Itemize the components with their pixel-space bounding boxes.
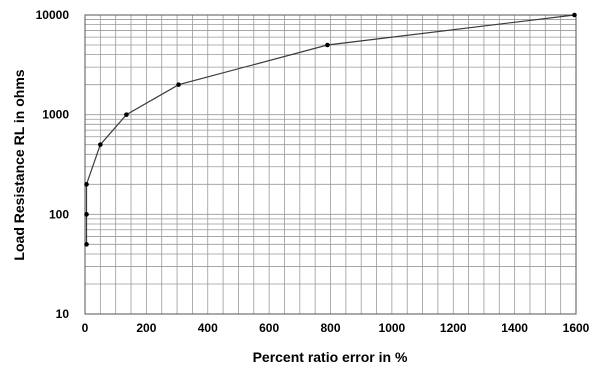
- x-tick-label: 800: [320, 321, 340, 335]
- x-tick-label: 200: [136, 321, 156, 335]
- grid: [84, 14, 577, 315]
- plot-frame: [84, 14, 577, 315]
- data-point: [572, 12, 577, 18]
- data-point: [84, 242, 89, 247]
- y-axis-title: Load Resistance RL in ohms: [11, 69, 27, 260]
- x-tick-label: 1000: [379, 321, 406, 335]
- data-point: [124, 112, 129, 117]
- data-point: [84, 212, 89, 217]
- x-tick-label: 1200: [440, 321, 467, 335]
- series-line: [85, 14, 575, 245]
- y-tick-label: 1000: [42, 108, 69, 122]
- x-tick-label: 1600: [563, 321, 590, 335]
- x-tick-label: 600: [259, 321, 279, 335]
- y-tick-label: 100: [49, 207, 69, 221]
- y-tick-labels: 10 100 1000 10000: [36, 8, 70, 321]
- x-tick-label: 400: [198, 321, 218, 335]
- x-tick-label: 1400: [501, 321, 528, 335]
- data-points: [84, 12, 577, 247]
- x-axis-title: Percent ratio error in %: [253, 349, 408, 365]
- x-tick-label: 0: [82, 321, 89, 335]
- y-tick-label: 10000: [36, 8, 70, 22]
- data-point: [176, 82, 181, 87]
- y-tick-label: 10: [56, 307, 70, 321]
- data-point: [325, 42, 330, 48]
- data-point: [98, 142, 103, 147]
- data-point: [84, 182, 89, 187]
- x-tick-labels: 0 200 400 600 800 1000 1200 1400 1600: [82, 321, 590, 335]
